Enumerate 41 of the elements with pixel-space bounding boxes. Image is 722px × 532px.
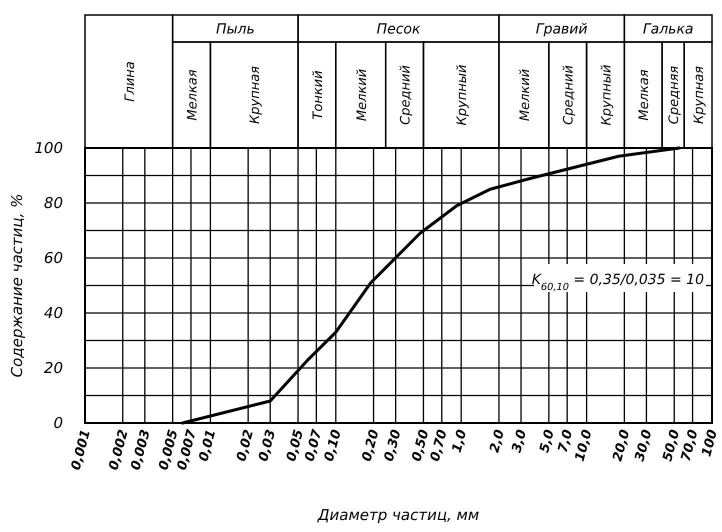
- annotation: K$_{60,10}$ = 0,35/0,035 = 10: [532, 272, 704, 292]
- x-tick-label: 1,0: [450, 428, 470, 454]
- text: Крупная: [248, 66, 264, 124]
- text: Средний: [562, 65, 577, 125]
- y-tick-label: 60: [44, 249, 63, 267]
- y-tick-label: 40: [44, 304, 63, 322]
- x-tick-label: 70,0: [678, 428, 702, 464]
- text: Пыль: [216, 22, 255, 38]
- x-tick-label: 0,70: [428, 428, 451, 464]
- x-tick-label: 0,20: [360, 428, 382, 464]
- x-tick-label: 5,0: [537, 428, 558, 454]
- y-tick-label: 80: [44, 194, 63, 212]
- text: Мелкий: [354, 68, 370, 122]
- text: Глина: [122, 61, 138, 102]
- text: Крупная: [692, 66, 708, 124]
- y-tick-label: 20: [44, 359, 63, 377]
- text: Мелкая: [186, 69, 201, 121]
- x-tick-label: 0,02: [234, 428, 258, 464]
- text: Средний: [398, 65, 414, 125]
- text: Мелкий: [518, 68, 533, 122]
- y-tick-label: 0: [53, 414, 63, 432]
- x-tick-label: 30,0: [632, 428, 656, 464]
- text: Галька: [642, 22, 694, 38]
- text: Песок: [376, 22, 421, 38]
- x-axis-title: Диаметр частиц, мм: [316, 506, 480, 524]
- x-tick-label: 0,30: [382, 428, 404, 464]
- x-tick-label: 100: [699, 428, 721, 458]
- text: Крупный: [599, 64, 614, 126]
- y-axis-title: Содержание частиц, %: [8, 194, 26, 378]
- x-tick-label: 0,03: [256, 428, 280, 464]
- text: Мелкая: [637, 69, 652, 121]
- x-tick-label: 3,0: [509, 428, 530, 454]
- text: Крупный: [455, 64, 470, 126]
- x-tick-label: 2,0: [487, 428, 508, 454]
- x-tick-label: 0,01: [196, 428, 220, 464]
- x-tick-label: 20,0: [610, 428, 634, 464]
- text: Гравий: [536, 22, 588, 38]
- text: Средняя: [667, 66, 682, 124]
- text: Тонкий: [310, 70, 326, 120]
- y-tick-label: 100: [34, 139, 63, 157]
- x-tick-label: 0,001: [68, 428, 94, 472]
